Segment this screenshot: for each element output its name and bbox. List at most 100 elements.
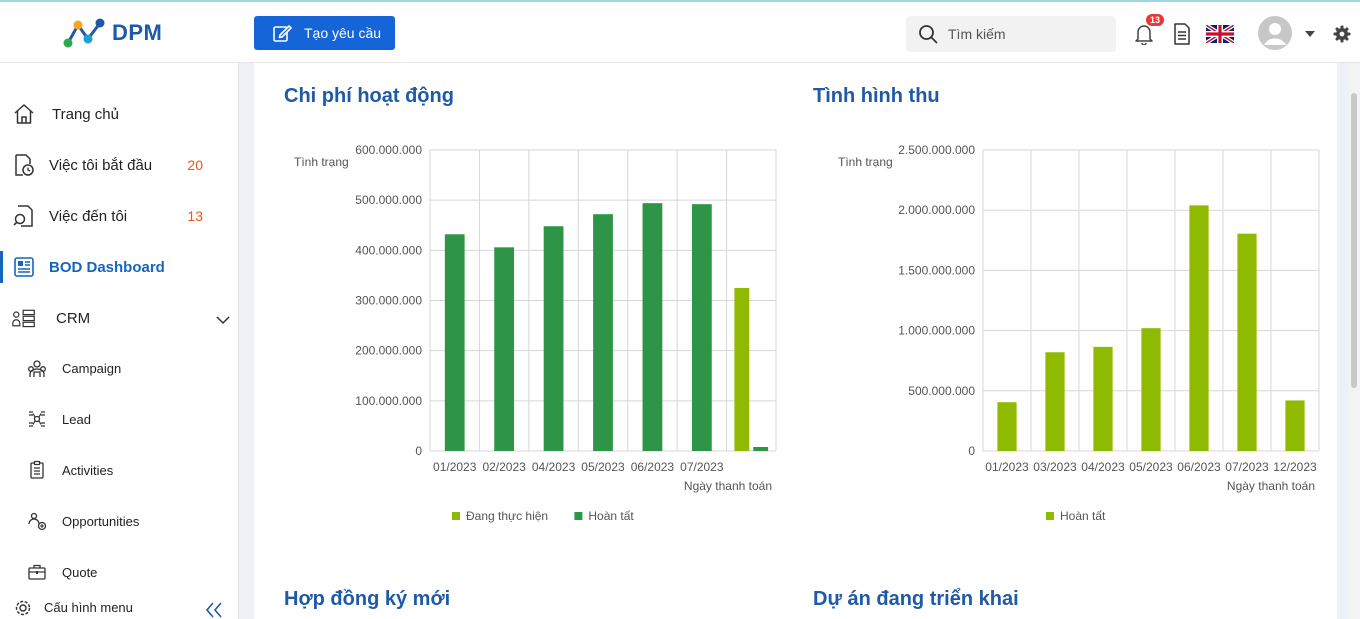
y-axis-title: Tình trạng xyxy=(294,155,349,169)
bar-0-3 xyxy=(1141,328,1161,451)
sidebar-item-bod-dashboard[interactable]: BOD Dashboard xyxy=(0,247,238,287)
bar-0-6 xyxy=(734,287,750,451)
bar-1-2 xyxy=(543,226,564,451)
x-tick-label: 05/2023 xyxy=(581,460,625,474)
crm-icon xyxy=(12,306,36,330)
sidebar-subitem-campaign[interactable]: Campaign xyxy=(0,350,238,386)
sidebar-item-label: BOD Dashboard xyxy=(49,258,165,276)
sidebar-footer: Cấu hình menu xyxy=(0,593,238,619)
app-logo[interactable]: DPM xyxy=(62,16,162,50)
legend-swatch xyxy=(452,512,460,520)
sidebar-subitem-label: Activities xyxy=(62,462,114,478)
bar-0-0 xyxy=(997,402,1017,451)
bar-1-5 xyxy=(691,204,712,451)
new-contracts-title: Hợp đồng ký mới xyxy=(284,588,451,610)
user-avatar[interactable] xyxy=(1258,16,1292,50)
create-request-button[interactable]: Tạo yêu cầu xyxy=(254,16,395,50)
avatar-icon xyxy=(1258,16,1292,50)
main-content: Chi phí hoạt động Tình hình thu Hợp đồng… xyxy=(239,63,1360,619)
dpm-logo-icon xyxy=(63,18,105,48)
sidebar-subitem-label: Quote xyxy=(62,564,98,580)
vertical-scrollbar[interactable] xyxy=(1348,63,1360,619)
sidebar-item-label: Trang chủ xyxy=(52,105,119,123)
sidebar-subitem-label: Lead xyxy=(62,411,91,427)
sidebar-subitem-lead[interactable]: Lead xyxy=(0,401,238,437)
sidebar: Trang chủ Việc tôi bắt đầu 20 Việc đến t… xyxy=(0,63,239,619)
x-tick-label: 04/2023 xyxy=(532,460,576,474)
dashboard-icon xyxy=(12,255,36,279)
legend-label: Hoàn tất xyxy=(1060,509,1106,523)
bell-icon xyxy=(1135,25,1153,45)
legend-swatch xyxy=(574,512,583,520)
bar-1-3 xyxy=(593,214,613,451)
y-tick-label: 2.500.000.000 xyxy=(898,143,975,157)
x-tick-label: 07/2023 xyxy=(1225,460,1269,474)
sidebar-item-label: Việc tôi bắt đầu xyxy=(49,156,153,174)
sidebar-item-count: 13 xyxy=(187,208,203,224)
collapse-sidebar-icon[interactable] xyxy=(204,601,224,619)
sidebar-item-crm[interactable]: CRM xyxy=(0,298,238,338)
documents-button[interactable] xyxy=(1173,22,1191,46)
user-menu-toggle[interactable] xyxy=(1304,22,1316,46)
bar-0-1 xyxy=(1045,352,1065,451)
x-tick-label: 01/2023 xyxy=(433,460,477,474)
x-tick-label: 04/2023 xyxy=(1081,460,1125,474)
bar-0-2 xyxy=(1093,346,1113,451)
gear-icon xyxy=(1333,25,1351,43)
uk-flag-icon xyxy=(1206,25,1234,43)
active-projects-title: Dự án đang triển khai xyxy=(813,588,1019,610)
y-tick-label: 500.000.000 xyxy=(908,384,975,398)
x-tick-label: 05/2023 xyxy=(1129,460,1173,474)
sidebar-item-assigned-to-me[interactable]: Việc đến tôi 13 xyxy=(0,196,238,236)
menu-config-link[interactable]: Cấu hình menu xyxy=(44,600,133,615)
search-input[interactable] xyxy=(948,26,1098,42)
lead-icon xyxy=(26,408,48,430)
revenue-status-title: Tình hình thu xyxy=(813,85,940,107)
home-icon xyxy=(12,102,36,126)
caret-down-icon xyxy=(1305,31,1315,37)
y-tick-label: 300.000.000 xyxy=(355,294,422,308)
sidebar-item-home[interactable]: Trang chủ xyxy=(0,94,238,134)
y-tick-label: 2.000.000.000 xyxy=(898,203,975,217)
settings-button[interactable] xyxy=(1333,22,1351,46)
bar-1-6 xyxy=(753,446,769,451)
chevron-down-icon[interactable] xyxy=(216,312,230,330)
bar-0-6 xyxy=(1285,400,1305,451)
sidebar-item-label: Việc đến tôi xyxy=(49,207,128,225)
sidebar-subitem-opportunities[interactable]: Opportunities xyxy=(0,503,238,539)
app-name: DPM xyxy=(112,20,163,45)
sidebar-subitem-activities[interactable]: Activities xyxy=(0,452,238,488)
activities-icon xyxy=(26,459,48,481)
y-axis-title: Tình trạng xyxy=(838,155,893,169)
file-search-icon xyxy=(12,204,36,228)
sidebar-item-label: CRM xyxy=(56,309,91,327)
x-axis-title: Ngày thanh toán xyxy=(684,479,772,493)
legend-label: Đang thực hiện xyxy=(466,509,548,523)
y-tick-label: 0 xyxy=(415,444,422,458)
notification-button[interactable]: 13 xyxy=(1134,14,1165,46)
bar-0-4 xyxy=(1189,205,1209,451)
opportunities-icon xyxy=(26,510,48,532)
language-switcher[interactable] xyxy=(1206,22,1234,46)
edit-icon xyxy=(273,25,292,42)
create-request-label: Tạo yêu cầu xyxy=(304,25,382,41)
document-icon xyxy=(1174,23,1190,45)
revenue-status-chart: 0 500.000.000 1.000.000.000 1.500.000.000 2.… xyxy=(838,143,1320,523)
settings-icon xyxy=(13,598,33,619)
y-tick-label: 0 xyxy=(968,444,975,458)
search-box[interactable] xyxy=(906,16,1116,52)
x-tick-label: 06/2023 xyxy=(631,460,675,474)
sidebar-item-started-by-me[interactable]: Việc tôi bắt đầu 20 xyxy=(0,145,238,185)
y-tick-label: 400.000.000 xyxy=(355,243,422,257)
y-tick-label: 100.000.000 xyxy=(355,394,422,408)
x-tick-label: 02/2023 xyxy=(482,460,526,474)
operating-cost-chart: 0 100.000.000 200.000.000 300.000.000 400.00… xyxy=(294,143,777,523)
dashboard-panel: Chi phí hoạt động Tình hình thu Hợp đồng… xyxy=(254,63,1337,619)
x-axis-title: Ngày thanh toán xyxy=(1227,479,1315,493)
legend-swatch xyxy=(1046,512,1054,520)
scrollbar-thumb[interactable] xyxy=(1351,93,1357,388)
sidebar-subitem-quote[interactable]: Quote xyxy=(0,554,238,590)
x-tick-label: 12/2023 xyxy=(1273,460,1317,474)
bar-1-0 xyxy=(444,234,465,451)
